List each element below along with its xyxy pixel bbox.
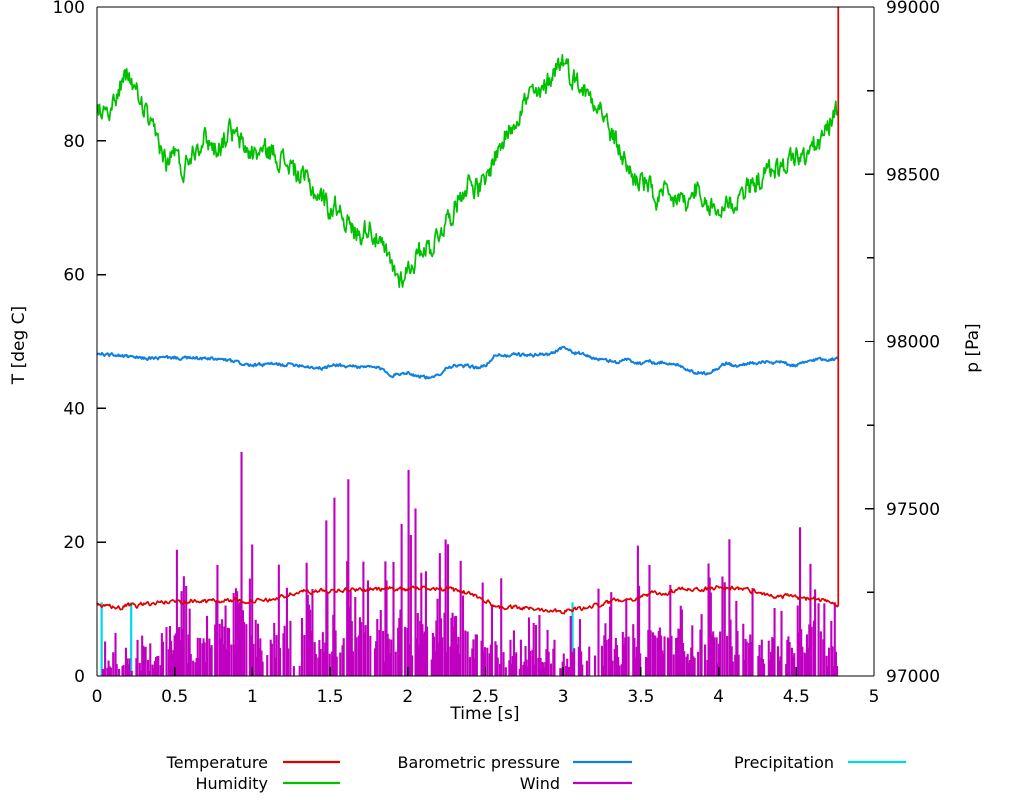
right-tick-label: 97500 (886, 500, 940, 520)
series-barometric-pressure (97, 345, 839, 380)
right-axis-ticks (865, 6, 874, 677)
left-tick-label: 100 (53, 0, 85, 18)
right-axis-tick-labels: 97000 97500 98000 98500 99000 (886, 0, 940, 687)
right-tick-label: 97000 (886, 667, 940, 687)
x-tick-label: 3 (558, 687, 569, 707)
left-tick-label: 80 (63, 132, 85, 152)
x-tick-label: 1.5 (317, 687, 344, 707)
right-tick-label: 98000 (886, 333, 940, 353)
chart-legend: Temperature Barometric pressure Precipit… (166, 753, 906, 793)
left-axis-tick-labels: 0 20 40 60 80 100 (53, 0, 85, 687)
series-layer (97, 7, 840, 676)
x-tick-label: 5 (869, 687, 880, 707)
legend-label-humidity: Humidity (195, 774, 268, 793)
right-tick-label: 98500 (886, 165, 940, 185)
x-tick-label: 2 (402, 687, 413, 707)
left-tick-label: 60 (63, 266, 85, 286)
x-tick-label: 0.5 (161, 687, 188, 707)
x-tick-label: 4 (713, 687, 724, 707)
legend-label-precipitation: Precipitation (734, 753, 834, 772)
x-tick-label: 3.5 (627, 687, 654, 707)
series-temperature (97, 7, 840, 615)
y2-axis-title: p [Pa] (963, 323, 983, 372)
left-tick-label: 20 (63, 533, 85, 553)
x-axis-title: Time [s] (449, 704, 519, 724)
bottom-axis-tick-labels: 0 0.5 1 1.5 2 2.5 3 3.5 4 4.5 5 (92, 687, 880, 707)
x-tick-label: 2.5 (472, 687, 499, 707)
legend-label-temperature: Temperature (166, 753, 268, 772)
series-humidity (97, 53, 840, 288)
x-tick-label: 0 (92, 687, 103, 707)
x-tick-label: 4.5 (783, 687, 810, 707)
right-tick-label: 99000 (886, 0, 940, 18)
left-tick-label: 40 (63, 399, 85, 419)
left-tick-label: 0 (74, 667, 85, 687)
legend-label-wind: Wind (520, 774, 560, 793)
y-axis-title: T [deg C] (9, 306, 29, 385)
series-wind (101, 451, 839, 676)
left-axis-ticks (97, 6, 106, 677)
legend-label-barometric-pressure: Barometric pressure (397, 753, 560, 772)
bottom-axis-ticks (96, 667, 875, 676)
x-tick-label: 1 (247, 687, 258, 707)
